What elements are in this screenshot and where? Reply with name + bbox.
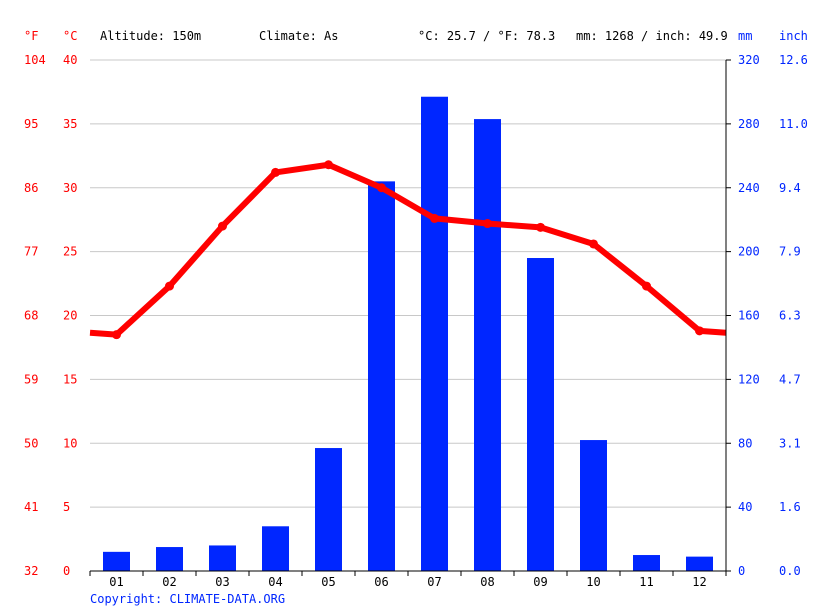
x-tick-label: 07 bbox=[427, 575, 441, 589]
temperature-point bbox=[536, 222, 545, 232]
axes bbox=[89, 59, 731, 576]
y-right-inch-tick: 4.7 bbox=[779, 372, 801, 386]
y-left-f-tick: 59 bbox=[24, 372, 38, 386]
y-right-mm-tick: 200 bbox=[738, 245, 760, 259]
altitude-label: Altitude: 150m bbox=[100, 29, 201, 43]
y-right-inch-tick: 1.6 bbox=[779, 500, 801, 514]
precipitation-bar bbox=[421, 96, 448, 572]
temperature-point bbox=[695, 326, 704, 336]
precipitation-bars bbox=[103, 96, 713, 572]
y-right-inch-tick: 12.6 bbox=[779, 53, 808, 67]
temperature-point bbox=[430, 213, 439, 223]
unit-c-label: °C bbox=[63, 29, 77, 43]
unit-inch-label: inch bbox=[779, 29, 808, 43]
temperature-point bbox=[589, 239, 598, 249]
y-right-mm-tick: 240 bbox=[738, 181, 760, 195]
temperature-point bbox=[642, 281, 651, 291]
y-left-c-tick: 20 bbox=[63, 309, 77, 323]
y-left-f-tick: 68 bbox=[24, 309, 38, 323]
x-tick-label: 03 bbox=[215, 575, 229, 589]
y-right-inch-tick: 11.0 bbox=[779, 117, 808, 131]
precipitation-bar bbox=[686, 556, 713, 571]
temperature-point bbox=[377, 183, 386, 193]
y-right-inch-tick: 7.9 bbox=[779, 245, 801, 259]
temperature-point bbox=[483, 219, 492, 229]
unit-mm-label: mm bbox=[738, 29, 752, 43]
precipitation-bar bbox=[368, 181, 395, 572]
y-left-c-tick: 25 bbox=[63, 245, 77, 259]
y-right-inch-tick: 9.4 bbox=[779, 181, 801, 195]
y-left-c-tick: 5 bbox=[63, 500, 70, 514]
temperature-point bbox=[324, 160, 333, 170]
y-right-inch-tick: 0.0 bbox=[779, 564, 801, 578]
avg-temperature-label: °C: 25.7 / °F: 78.3 bbox=[418, 29, 555, 43]
y-right-mm-tick: 0 bbox=[738, 564, 745, 578]
y-left-f-tick: 104 bbox=[24, 53, 46, 67]
grid-lines bbox=[90, 59, 726, 508]
y-left-f-tick: 50 bbox=[24, 436, 38, 450]
x-tick-label: 01 bbox=[109, 575, 123, 589]
tick-labels: 32 0 0 0.041 5 40 1.650 10 80 3.159 15 120 4.768 20 16… bbox=[24, 53, 808, 589]
x-tick-label: 12 bbox=[692, 575, 706, 589]
x-tick-label: 09 bbox=[533, 575, 547, 589]
y-right-mm-tick: 80 bbox=[738, 436, 752, 450]
precipitation-bar bbox=[262, 526, 289, 571]
x-tick-label: 11 bbox=[639, 575, 653, 589]
y-left-f-tick: 86 bbox=[24, 181, 38, 195]
y-right-mm-tick: 40 bbox=[738, 500, 752, 514]
x-tick-label: 06 bbox=[374, 575, 388, 589]
y-left-f-tick: 32 bbox=[24, 564, 38, 578]
y-left-f-tick: 41 bbox=[24, 500, 38, 514]
y-left-c-tick: 35 bbox=[63, 117, 77, 131]
y-right-mm-tick: 160 bbox=[738, 309, 760, 323]
avg-precipitation-label: mm: 1268 / inch: 49.9 bbox=[576, 29, 728, 43]
copyright-link[interactable]: Copyright: CLIMATE-DATA.ORG bbox=[90, 592, 286, 606]
y-right-mm-tick: 120 bbox=[738, 372, 760, 386]
precipitation-bar bbox=[156, 547, 183, 571]
y-left-c-tick: 30 bbox=[63, 181, 77, 195]
y-right-mm-tick: 320 bbox=[738, 53, 760, 67]
y-right-inch-tick: 3.1 bbox=[779, 436, 801, 450]
y-right-mm-tick: 280 bbox=[738, 117, 760, 131]
temperature-line-path bbox=[89, 161, 727, 338]
temperature-point bbox=[112, 330, 121, 340]
x-tick-label: 04 bbox=[268, 575, 282, 589]
temperature-point bbox=[165, 281, 174, 291]
precipitation-bar bbox=[209, 545, 236, 571]
y-left-c-tick: 15 bbox=[63, 372, 77, 386]
precipitation-bar bbox=[527, 258, 554, 571]
temperature-line bbox=[89, 160, 727, 340]
x-tick-label: 05 bbox=[321, 575, 335, 589]
climate-label: Climate: As bbox=[259, 29, 338, 43]
x-tick-label: 02 bbox=[162, 575, 176, 589]
y-left-c-tick: 40 bbox=[63, 53, 77, 67]
precipitation-bar bbox=[103, 551, 130, 571]
precipitation-bar bbox=[315, 448, 342, 571]
y-left-c-tick: 10 bbox=[63, 436, 77, 450]
x-tick-label: 08 bbox=[480, 575, 494, 589]
y-left-c-tick: 0 bbox=[63, 564, 70, 578]
temperature-point bbox=[271, 167, 280, 177]
y-left-f-tick: 77 bbox=[24, 245, 38, 259]
y-right-inch-tick: 6.3 bbox=[779, 309, 801, 323]
y-left-f-tick: 95 bbox=[24, 117, 38, 131]
temperature-point bbox=[218, 221, 227, 231]
precipitation-bar bbox=[633, 555, 660, 571]
precipitation-bar bbox=[580, 440, 607, 571]
unit-f-label: °F bbox=[24, 29, 38, 43]
precipitation-bar bbox=[474, 119, 501, 571]
x-tick-label: 10 bbox=[586, 575, 600, 589]
